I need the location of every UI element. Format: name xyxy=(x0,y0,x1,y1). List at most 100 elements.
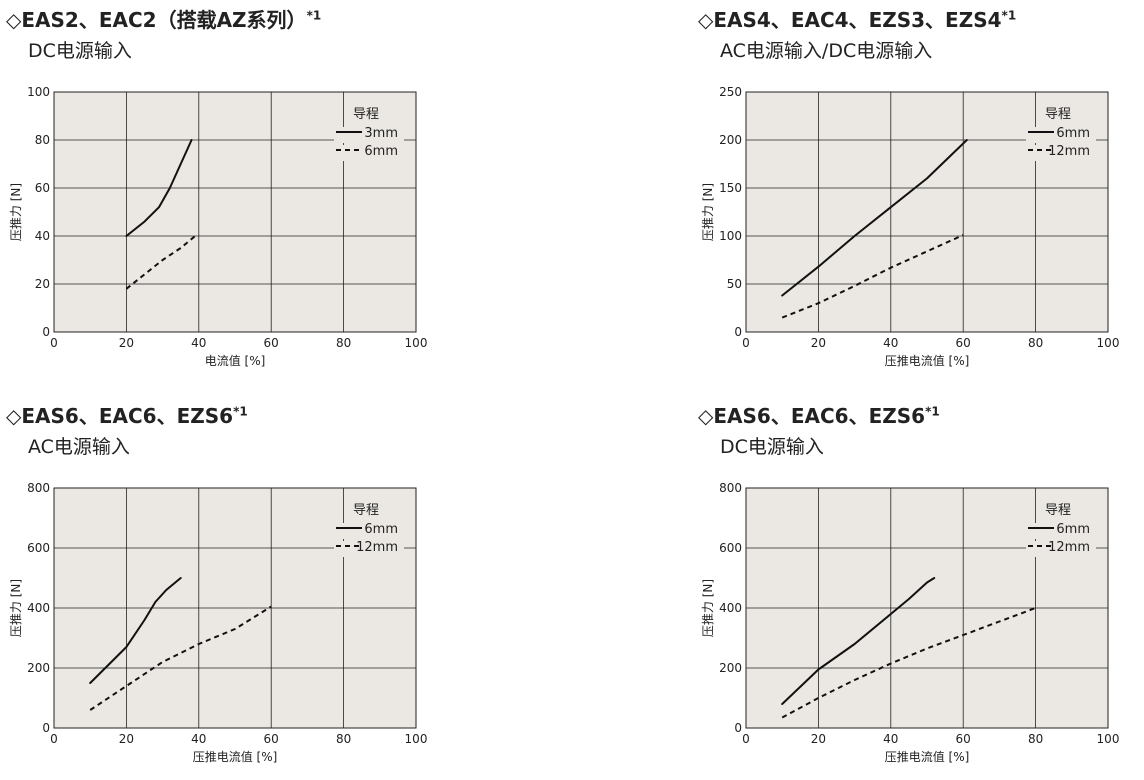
y-tick-label: 600 xyxy=(27,541,50,555)
x-tick-label: 40 xyxy=(191,336,206,350)
x-tick-label: 40 xyxy=(883,336,898,350)
y-tick-label: 20 xyxy=(35,277,50,291)
chart-svg-1: 0 20 40 60 80 100 0 20 40 60 80 100 电流值 [%] 压推力 [N] 导程… xyxy=(9,85,428,368)
legend-bg-12mm xyxy=(1026,541,1096,557)
y-tick-label: 100 xyxy=(719,229,742,243)
plot-border xyxy=(745,91,1109,333)
chart-title-footnote-3: *1 xyxy=(233,404,248,419)
y-tick-label: 0 xyxy=(734,325,742,339)
y-tick-label: 800 xyxy=(27,481,50,495)
chart-title-3: ◇EAS6、EAC6、EZS6*1 xyxy=(6,400,248,429)
x-tick-label: 0 xyxy=(50,732,58,746)
series-line-3mm xyxy=(125,139,193,237)
y-tick-label: 60 xyxy=(35,181,50,195)
chart-title-text-3: ◇EAS6、EAC6、EZS6 xyxy=(6,404,234,428)
x-tick-label: 0 xyxy=(50,336,58,350)
chart-svg-2: 0 20 40 60 80 100 0 50 100 150 200 250 压推电流值 [%] 压推力 … xyxy=(701,85,1120,368)
series-line-6mm xyxy=(89,577,182,684)
x-axis-label: 压推电流值 [%] xyxy=(193,749,278,764)
x-tick-label: 0 xyxy=(742,336,750,350)
plot-border xyxy=(53,487,417,729)
y-axis-label: 压推力 [N] xyxy=(9,579,23,637)
y-tick-label: 200 xyxy=(719,661,742,675)
legend-bg-12mm xyxy=(1026,145,1096,161)
y-tick-label: 40 xyxy=(35,229,50,243)
y-axis-label: 压推力 [N] xyxy=(9,183,23,241)
legend-label-12mm: 12mm xyxy=(1048,540,1090,555)
x-tick-label: 80 xyxy=(336,336,351,350)
chart-title-text-4: ◇EAS6、EAC6、EZS6 xyxy=(698,404,926,428)
series-line-6mm xyxy=(125,235,196,290)
legend-title: 导程 xyxy=(353,503,379,518)
legend-title: 导程 xyxy=(1045,503,1071,518)
y-tick-label: 0 xyxy=(42,325,50,339)
legend-title: 导程 xyxy=(1045,107,1071,122)
x-tick-label: 20 xyxy=(119,732,134,746)
y-tick-label: 50 xyxy=(727,277,742,291)
x-tick-label: 100 xyxy=(1097,336,1120,350)
chart-panel-1: 0 20 40 60 80 100 0 20 40 60 80 100 电流值 [%] 压推力 [N] 导程… xyxy=(6,4,476,384)
x-tick-label: 80 xyxy=(336,732,351,746)
chart-title-4: ◇EAS6、EAC6、EZS6*1 xyxy=(698,400,940,429)
chart-title-1: ◇EAS2、EAC2（搭载AZ系列）*1 xyxy=(6,4,321,33)
y-tick-label: 600 xyxy=(719,541,742,555)
legend-label-3mm: 3mm xyxy=(364,126,398,141)
plot-border xyxy=(745,487,1109,729)
chart-svg-4: 0 20 40 60 80 100 0 200 400 600 800 压推电流值 [%] 压推力 [N… xyxy=(701,481,1120,764)
chart-title-text-1: ◇EAS2、EAC2（搭载AZ系列） xyxy=(6,8,307,32)
x-tick-label: 100 xyxy=(1097,732,1120,746)
series-line-12mm xyxy=(781,234,964,319)
legend-label-6mm: 6mm xyxy=(1056,522,1090,537)
x-tick-label: 80 xyxy=(1028,732,1043,746)
x-tick-label: 60 xyxy=(956,336,971,350)
y-tick-label: 100 xyxy=(27,85,50,99)
plot-border xyxy=(53,91,417,333)
y-tick-label: 200 xyxy=(719,133,742,147)
x-tick-label: 100 xyxy=(405,732,428,746)
chart-subtitle-4: DC电源输入 xyxy=(720,436,824,458)
x-tick-label: 20 xyxy=(119,336,134,350)
y-tick-label: 0 xyxy=(42,721,50,735)
x-axis-label: 压推电流值 [%] xyxy=(885,749,970,764)
x-axis-label: 压推电流值 [%] xyxy=(885,353,970,368)
y-axis-label: 压推力 [N] xyxy=(701,579,715,637)
legend-title: 导程 xyxy=(353,107,379,122)
x-tick-label: 20 xyxy=(811,336,826,350)
chart-title-footnote-4: *1 xyxy=(925,404,940,419)
x-tick-label: 0 xyxy=(742,732,750,746)
y-tick-label: 80 xyxy=(35,133,50,147)
legend-bg-6mm xyxy=(334,145,404,161)
x-axis-label: 电流值 [%] xyxy=(205,353,266,368)
chart-title-text-2: ◇EAS4、EAC4、EZS3、EZS4 xyxy=(698,8,1002,32)
chart-subtitle-1: DC电源输入 xyxy=(28,40,132,62)
x-tick-label: 60 xyxy=(956,732,971,746)
chart-subtitle-2: AC电源输入/DC电源输入 xyxy=(720,40,933,62)
legend-bg-12mm xyxy=(334,541,404,557)
y-tick-label: 150 xyxy=(719,181,742,195)
x-tick-label: 60 xyxy=(264,732,279,746)
y-tick-label: 250 xyxy=(719,85,742,99)
x-tick-label: 60 xyxy=(264,336,279,350)
legend-label-12mm: 12mm xyxy=(1048,144,1090,159)
legend-label-12mm: 12mm xyxy=(356,540,398,555)
chart-subtitle-3: AC电源输入 xyxy=(28,436,130,458)
legend-label-6mm: 6mm xyxy=(1056,126,1090,141)
chart-title-footnote-1: *1 xyxy=(306,8,322,23)
x-tick-label: 40 xyxy=(191,732,206,746)
y-axis-label: 压推力 [N] xyxy=(701,183,715,241)
chart-title-2: ◇EAS4、EAC4、EZS3、EZS4*1 xyxy=(698,4,1016,33)
y-tick-label: 0 xyxy=(734,721,742,735)
chart-panel-2: 0 20 40 60 80 100 0 50 100 150 200 250 压推电流值 [%] 压推力 … xyxy=(698,4,1144,384)
legend-label-6mm: 6mm xyxy=(364,144,398,159)
series-line-12mm xyxy=(781,607,1036,719)
chart-svg-3: 0 20 40 60 80 100 0 200 400 600 800 压推电流值 [%] 压推力 [N… xyxy=(9,481,428,764)
y-tick-label: 400 xyxy=(719,601,742,615)
x-tick-label: 40 xyxy=(883,732,898,746)
series-line-12mm xyxy=(89,605,272,711)
legend-label-6mm: 6mm xyxy=(364,522,398,537)
series-line-6mm xyxy=(781,577,936,705)
y-tick-label: 800 xyxy=(719,481,742,495)
chart-panel-4: 0 20 40 60 80 100 0 200 400 600 800 压推电流值 [%] 压推力 [N… xyxy=(698,400,1144,780)
chart-title-footnote-2: *1 xyxy=(1001,8,1017,23)
x-tick-label: 100 xyxy=(405,336,428,350)
